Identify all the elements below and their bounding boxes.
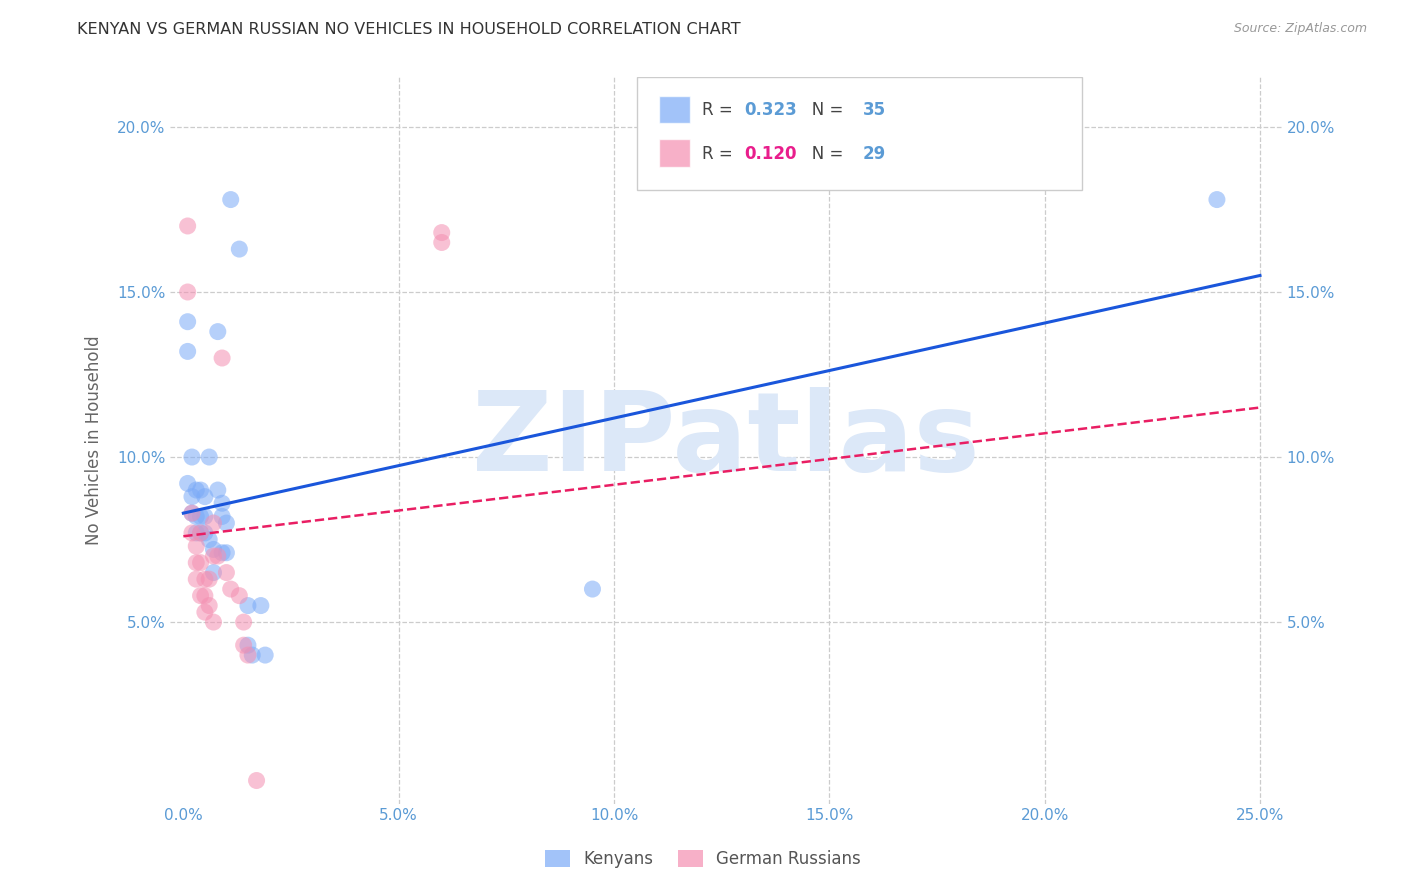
Point [198, 572, 221, 586]
Point [250, 599, 273, 613]
Text: ZIPatlas: ZIPatlas [472, 387, 980, 494]
Point [181, 525, 204, 540]
Point [194, 572, 217, 586]
Point [207, 325, 229, 339]
Point [202, 615, 225, 629]
Point [181, 506, 204, 520]
Point [202, 566, 225, 580]
Point [430, 226, 453, 240]
FancyBboxPatch shape [659, 139, 690, 167]
Point [198, 599, 221, 613]
Point [219, 193, 242, 207]
Point [181, 450, 204, 464]
Text: R =: R = [702, 101, 738, 120]
Point [176, 285, 198, 299]
Point [190, 556, 212, 570]
Point [236, 638, 259, 652]
Text: 29: 29 [863, 145, 886, 162]
Point [198, 450, 221, 464]
Text: Source: ZipAtlas.com: Source: ZipAtlas.com [1233, 22, 1367, 36]
Point [581, 582, 603, 596]
Point [176, 315, 198, 329]
Point [215, 546, 238, 560]
Point [186, 556, 208, 570]
Point [176, 476, 198, 491]
Point [1206, 193, 1229, 207]
Point [254, 648, 277, 662]
Point [190, 589, 212, 603]
FancyBboxPatch shape [659, 95, 690, 123]
Point [190, 483, 212, 497]
Point [198, 533, 221, 547]
Point [219, 582, 242, 596]
Point [176, 219, 198, 233]
Point [207, 549, 229, 563]
Point [190, 525, 212, 540]
Point [186, 525, 208, 540]
Point [240, 648, 263, 662]
Point [430, 235, 453, 250]
Point [245, 773, 267, 788]
Point [190, 525, 212, 540]
Point [186, 509, 208, 524]
Text: 35: 35 [863, 101, 886, 120]
Point [228, 242, 250, 256]
FancyBboxPatch shape [637, 78, 1081, 190]
Point [232, 615, 254, 629]
Point [194, 589, 217, 603]
Point [186, 572, 208, 586]
Point [194, 525, 217, 540]
Text: KENYAN VS GERMAN RUSSIAN NO VEHICLES IN HOUSEHOLD CORRELATION CHART: KENYAN VS GERMAN RUSSIAN NO VEHICLES IN … [77, 22, 741, 37]
Point [202, 549, 225, 563]
Text: 0.323: 0.323 [744, 101, 797, 120]
Point [186, 483, 208, 497]
Point [181, 490, 204, 504]
Point [194, 509, 217, 524]
Point [202, 542, 225, 557]
Point [228, 589, 250, 603]
Point [202, 516, 225, 530]
Text: N =: N = [796, 101, 849, 120]
Point [211, 509, 233, 524]
Point [211, 351, 233, 365]
Point [207, 483, 229, 497]
Text: N =: N = [796, 145, 849, 162]
Point [215, 516, 238, 530]
Point [194, 490, 217, 504]
Point [186, 539, 208, 553]
Point [211, 496, 233, 510]
Point [211, 546, 233, 560]
Point [194, 605, 217, 619]
Text: R =: R = [702, 145, 738, 162]
Point [236, 648, 259, 662]
Point [176, 344, 198, 359]
Point [215, 566, 238, 580]
Point [181, 506, 204, 520]
Legend: Kenyans, German Russians: Kenyans, German Russians [538, 843, 868, 875]
Y-axis label: No Vehicles in Household: No Vehicles in Household [86, 335, 103, 545]
Point [232, 638, 254, 652]
Point [190, 509, 212, 524]
Point [236, 599, 259, 613]
Text: 0.120: 0.120 [744, 145, 796, 162]
